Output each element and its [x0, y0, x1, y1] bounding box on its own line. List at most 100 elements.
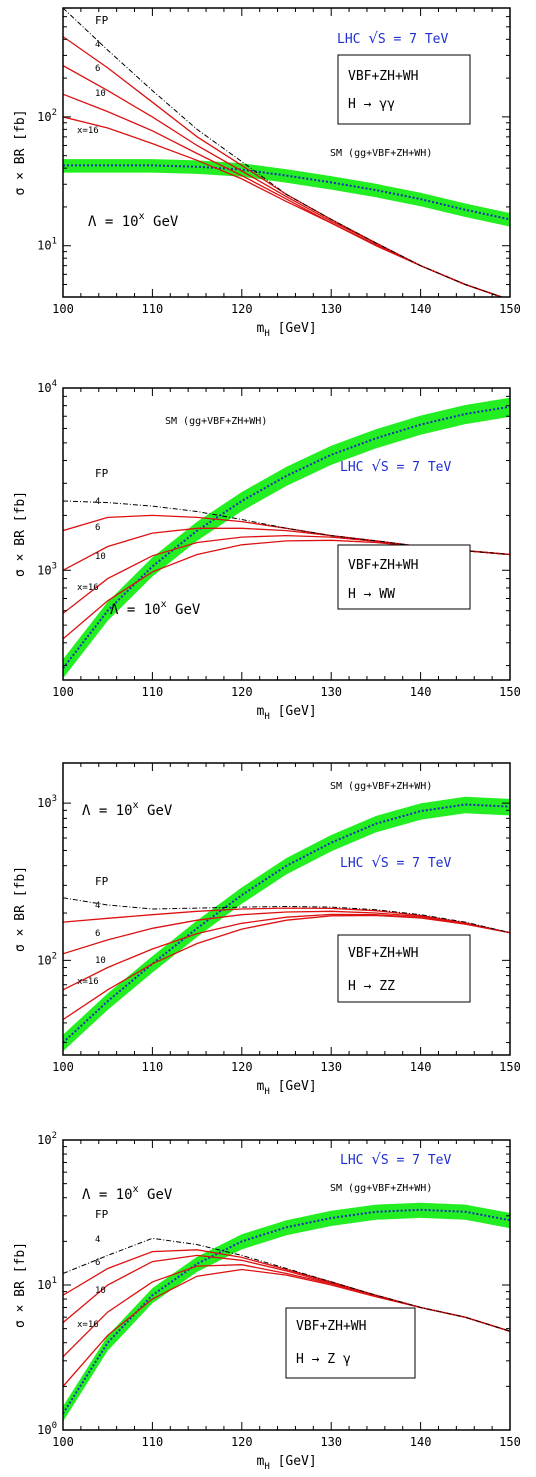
lhc-label-suffix: S = 7 TeV [381, 460, 452, 475]
x-tick-label: 150 [499, 685, 521, 699]
x-axis-label-unit: [GeV] [270, 321, 317, 336]
curve-label: FP [95, 875, 109, 888]
curve-label: 4 [95, 497, 100, 507]
y-tick-exponent: 1 [52, 1276, 57, 1286]
x-axis-label-sub: H [264, 1087, 269, 1097]
lhc-label-prefix: LHC [340, 856, 371, 871]
y-tick-label: 103 [37, 561, 57, 577]
y-tick-label: 100 [37, 1421, 57, 1437]
fp-curve [63, 1237, 510, 1332]
sm-curve-label: SM (gg+VBF+ZH+WH) [330, 148, 432, 159]
sm-uncertainty-band [63, 796, 510, 1052]
process-box [285, 1307, 416, 1379]
x-tick-label: 120 [231, 1435, 253, 1449]
lambda-label: Λ = 10x GeV [82, 800, 173, 819]
x-axis-label-main: m [257, 1079, 265, 1094]
y-tick-exponent: 3 [52, 561, 57, 571]
y-tick-exponent: 1 [52, 237, 57, 247]
x-tick-label: 130 [320, 302, 342, 316]
x-tick-label: 100 [52, 302, 74, 316]
process-box-line2: H → Z γ [296, 1352, 351, 1367]
x-axis-label: mH [GeV] [257, 704, 317, 722]
y-tick-label: 102 [37, 1131, 57, 1147]
x-tick-label: 110 [142, 302, 164, 316]
y-axis-label: σ × BR [fb] [13, 1242, 28, 1328]
curve-label: x=16 [77, 583, 99, 593]
y-tick-base: 10 [37, 1133, 51, 1147]
lhc-label-prefix: LHC [337, 32, 368, 47]
curve-lambda-x16 [63, 116, 504, 297]
curve-label: 4 [95, 901, 100, 911]
curve-label: x=16 [77, 1320, 99, 1330]
x-tick-label: 130 [320, 1060, 342, 1074]
y-tick-label: 102 [37, 108, 57, 124]
sm-central-line [63, 405, 510, 669]
x-axis-label-sub: H [264, 1462, 269, 1472]
sm-curve-label: SM (gg+VBF+ZH+WH) [165, 416, 267, 427]
sqrt-symbol: √ [371, 853, 381, 871]
lambda-label: Λ = 10x GeV [82, 1184, 173, 1203]
plot-area [63, 1202, 510, 1422]
plot-frame [62, 7, 511, 298]
sm-uncertainty-band [63, 397, 510, 679]
sqrt-symbol: √ [368, 29, 378, 47]
y-axis-label: σ × BR [fb] [13, 866, 28, 952]
fp-curve [63, 8, 504, 297]
x-tick-label: 100 [52, 685, 74, 699]
curve-lambda-x16 [63, 914, 510, 1021]
lhc-label-prefix: LHC [340, 460, 371, 475]
lambda-label-unit: GeV [145, 214, 179, 230]
curve-label: x=16 [77, 977, 99, 987]
lambda-label-unit: GeV [167, 602, 201, 618]
fp-curve [63, 897, 510, 934]
lambda-label: Λ = 10x GeV [88, 211, 179, 230]
lhc-energy-label: LHC √S = 7 TeV [340, 1150, 451, 1168]
lhc-label-suffix: S = 7 TeV [378, 32, 449, 47]
y-tick-exponent: 2 [52, 951, 57, 961]
lhc-label-suffix: S = 7 TeV [381, 856, 452, 871]
y-tick-base: 10 [37, 953, 51, 967]
x-axis-label: mH [GeV] [257, 321, 317, 339]
curve-label: FP [95, 14, 109, 27]
process-box-line1: VBF+ZH+WH [296, 1319, 366, 1334]
plot-frame [62, 387, 511, 681]
y-tick-exponent: 2 [52, 1131, 57, 1141]
curve-label: 10 [95, 1286, 106, 1296]
curve-lambda-6 [63, 910, 510, 955]
curve-label: 6 [95, 64, 100, 74]
x-tick-label: 100 [52, 1435, 74, 1449]
curve-label: 10 [95, 89, 106, 99]
process-box-line1: VBF+ZH+WH [348, 69, 418, 84]
x-tick-label: 140 [410, 1435, 432, 1449]
process-box-line1: VBF+ZH+WH [348, 558, 418, 573]
x-axis-label-main: m [257, 1454, 265, 1469]
lambda-label-unit: GeV [139, 1187, 173, 1203]
lambda-label-exponent: x [133, 800, 139, 811]
process-box-line2: H → WW [348, 587, 395, 602]
plot-area [63, 397, 510, 679]
curve-label: 6 [95, 1258, 100, 1268]
x-axis-label-unit: [GeV] [270, 704, 317, 719]
sm-central-line [63, 803, 510, 1044]
fp-curve [63, 500, 510, 555]
y-axis-label: σ × BR [fb] [13, 491, 28, 577]
x-axis-label-main: m [257, 321, 265, 336]
x-tick-label: 110 [142, 685, 164, 699]
process-box-line2: H → ZZ [348, 979, 395, 994]
lhc-label-prefix: LHC [340, 1153, 371, 1168]
sqrt-symbol: √ [371, 1150, 381, 1168]
curve-label: 10 [95, 552, 106, 562]
sm-curve-label: SM (gg+VBF+ZH+WH) [330, 1183, 432, 1194]
curve-label: x=16 [77, 126, 99, 136]
lambda-label-exponent: x [139, 211, 145, 222]
x-tick-label: 100 [52, 1060, 74, 1074]
x-tick-label: 140 [410, 1060, 432, 1074]
y-tick-base: 10 [37, 1278, 51, 1292]
y-tick-base: 10 [37, 563, 51, 577]
x-tick-label: 110 [142, 1435, 164, 1449]
sm-central-line [63, 1208, 510, 1415]
curve-label: 4 [95, 40, 100, 50]
y-tick-label: 101 [37, 1276, 57, 1292]
